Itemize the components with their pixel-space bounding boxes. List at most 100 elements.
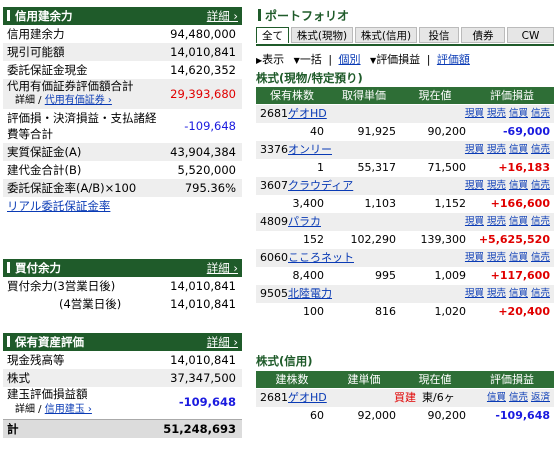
trade-action-link[interactable]: 現買 [464, 108, 484, 119]
buying-power-label: (4営業日後) [59, 297, 122, 311]
assets-label: 株式 [7, 371, 30, 385]
trade-action-link[interactable]: 信売 [530, 288, 550, 299]
cash-section-title: 株式(現物/特定預り) [256, 71, 363, 85]
trade-actions: 現買 現売 信買 信売 [462, 105, 550, 123]
assets-value: 37,347,500 [170, 371, 236, 385]
assets-total-value: 51,248,693 [163, 422, 236, 436]
substitute-securities-link[interactable]: 代用有価証券 › [44, 95, 112, 106]
credit-margin-detail-link[interactable]: 詳細 › [206, 9, 238, 23]
trade-action-link[interactable]: 信買 [508, 108, 528, 119]
tab-funds[interactable]: 投信 [419, 27, 459, 43]
trade-action-link[interactable]: 現買 [464, 252, 484, 263]
trade-action-link[interactable]: 信買 [508, 144, 528, 155]
credit-row-label: 委託保証金現金 [7, 63, 88, 77]
trade-action-link[interactable]: 現買 [464, 288, 484, 299]
substitute-securities-links: 詳細 / 代用有価証券 › [15, 92, 112, 110]
margin-action-link[interactable]: 返済 [530, 392, 550, 403]
buying-power-detail-link[interactable]: 詳細 › [206, 261, 238, 275]
credit-row-label: 委託保証金率(A/B)×100 [7, 181, 137, 195]
col-margin-cost: 建単価 [347, 373, 381, 386]
stock-cost: 55,317 [357, 161, 397, 174]
trade-action-link[interactable]: 信売 [530, 144, 550, 155]
margin-action-link[interactable]: 信買 [486, 392, 506, 403]
stock-code: 3607 [260, 179, 288, 192]
trade-action-link[interactable]: 現買 [464, 216, 484, 227]
buying-power-row: (4営業日後) 14,010,841 [3, 295, 242, 313]
trade-action-link[interactable]: 現売 [486, 144, 506, 155]
stock-name-link[interactable]: こころネット [288, 251, 354, 264]
stock-row-header: 4809 パラカ 現買 現売 信買 信売 [256, 213, 554, 231]
margin-side: 買建 [394, 391, 416, 404]
eval-amount-link[interactable]: 評価額 [436, 53, 470, 66]
trade-action-link[interactable]: 現買 [464, 180, 484, 191]
stock-row-values: 8,400 995 1,009 +117,600 [256, 267, 554, 285]
assets-title: 保有資産評価 [7, 335, 84, 349]
substitute-detail-prefix: 詳細 / [15, 95, 45, 106]
stock-pl: +20,400 [498, 305, 550, 318]
assets-label: 現金残高等 [7, 353, 65, 367]
stock-price: 71,500 [427, 161, 467, 174]
assets-detail-link[interactable]: 詳細 › [206, 335, 238, 349]
stock-name-link[interactable]: オンリー [288, 143, 332, 156]
tab-all[interactable]: 全て [256, 27, 289, 43]
trade-action-link[interactable]: 現売 [486, 180, 506, 191]
tab-bonds[interactable]: 債券 [461, 27, 505, 43]
margin-position-link[interactable]: 信用建玉 › [44, 404, 92, 415]
real-margin-rate-link[interactable]: リアル委託保証金率 [7, 199, 111, 213]
stock-code: 6060 [260, 251, 288, 264]
tab-stock-margin[interactable]: 株式(信用) [355, 27, 417, 43]
trade-action-link[interactable]: 信売 [530, 180, 550, 191]
view-individual-link[interactable]: 個別 [338, 53, 361, 66]
margin-action-link[interactable]: 信売 [508, 392, 528, 403]
cash-table-header: 保有株数 取得単価 現在値 評価損益 [256, 87, 554, 104]
stock-qty: 1 [317, 161, 324, 174]
trade-actions: 現買 現売 信買 信売 [462, 285, 550, 303]
trade-action-link[interactable]: 信売 [530, 252, 550, 263]
trade-action-link[interactable]: 現売 [486, 108, 506, 119]
dropdown-icon: ▼ [370, 56, 377, 65]
trade-action-link[interactable]: 信買 [508, 180, 528, 191]
margin-stock-name-link[interactable]: ゲオHD [288, 391, 327, 404]
assets-header: 保有資産評価 詳細 › [3, 333, 242, 351]
trade-action-link[interactable]: 現買 [464, 144, 484, 155]
trade-action-link[interactable]: 信売 [530, 216, 550, 227]
stock-name-link[interactable]: クラウディア [288, 179, 354, 192]
stock-pl: +16,183 [498, 161, 550, 174]
stock-row-header: 2681 ゲオHD 現買 現売 信買 信売 [256, 105, 554, 123]
margin-actions: 信買 信売 返済 [484, 389, 550, 407]
stock-code: 4809 [260, 215, 288, 228]
stock-price: 1,020 [434, 305, 467, 318]
credit-row: 代用有価証券評価額合計 29,393,680 詳細 / 代用有価証券 › [3, 79, 242, 109]
trade-action-link[interactable]: 現売 [486, 288, 506, 299]
assets-row: 建玉評価損益額 -109,648 詳細 / 信用建玉 › [3, 387, 242, 419]
trade-action-link[interactable]: 現売 [486, 216, 506, 227]
col-margin-price: 現在値 [418, 373, 452, 386]
trade-action-link[interactable]: 信買 [508, 288, 528, 299]
stock-price: 1,009 [434, 269, 467, 282]
credit-row-label: 実質保証金(A) [7, 145, 82, 159]
trade-action-link[interactable]: 信売 [530, 108, 550, 119]
stock-row-header: 3607 クラウディア 現買 現売 信買 信売 [256, 177, 554, 195]
dropdown-icon: ▼ [293, 56, 300, 65]
margin-row-header: 2681 ゲオHD 買建 東/6ヶ 信買 信売 返済 [256, 389, 554, 407]
col-pl: 評価損益 [490, 89, 534, 102]
eval-pl-option[interactable]: 評価損益 [376, 53, 421, 66]
trade-action-link[interactable]: 現売 [486, 252, 506, 263]
trade-action-link[interactable]: 信買 [508, 252, 528, 263]
stock-qty: 100 [303, 305, 324, 318]
stock-name-link[interactable]: パラカ [288, 215, 321, 228]
stock-name-link[interactable]: ゲオHD [288, 107, 327, 120]
stock-pl: -69,000 [502, 125, 550, 138]
col-margin-pl: 評価損益 [490, 373, 534, 386]
assets-total-label: 計 [7, 422, 19, 436]
tab-cw[interactable]: CW [507, 27, 554, 43]
trade-action-link[interactable]: 信買 [508, 216, 528, 227]
credit-row-value: 14,010,841 [170, 45, 236, 59]
stock-pl: +117,600 [490, 269, 550, 282]
assets-value: 14,010,841 [170, 353, 236, 367]
trade-actions: 現買 現売 信買 信売 [462, 141, 550, 159]
tab-stock-cash[interactable]: 株式(現物) [291, 27, 353, 43]
view-all-option[interactable]: 一括 [299, 53, 322, 66]
stock-name-link[interactable]: 北陸電力 [288, 287, 332, 300]
assets-row: 現金残高等 14,010,841 [3, 351, 242, 369]
